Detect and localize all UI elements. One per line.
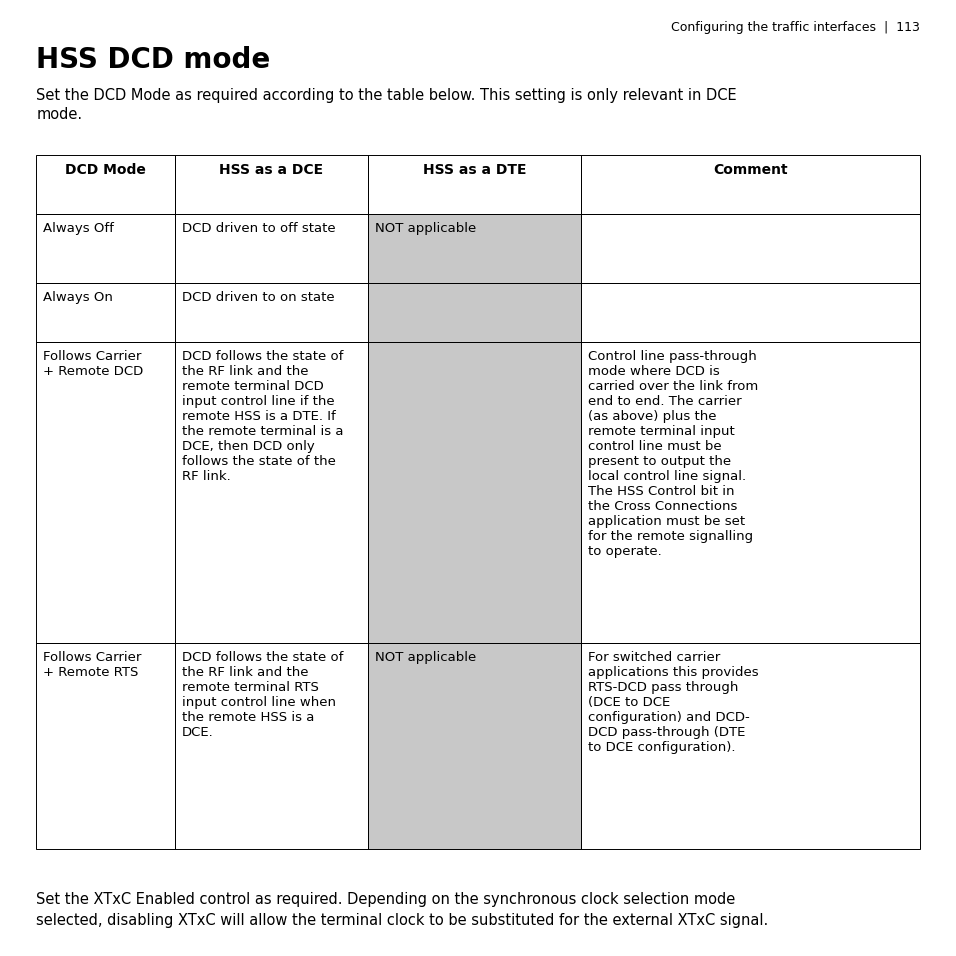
Text: DCD driven to on state: DCD driven to on state xyxy=(182,291,335,304)
Text: DCD Mode: DCD Mode xyxy=(65,163,146,177)
Text: DCD driven to off state: DCD driven to off state xyxy=(182,222,336,235)
Bar xyxy=(581,155,920,214)
Bar xyxy=(36,342,175,643)
Bar xyxy=(175,283,368,342)
Bar xyxy=(581,283,920,342)
Bar xyxy=(368,214,581,283)
Bar xyxy=(368,155,581,214)
Bar xyxy=(175,643,368,849)
Bar xyxy=(36,283,175,342)
Text: HSS as a DCE: HSS as a DCE xyxy=(220,163,323,177)
Text: Always On: Always On xyxy=(43,291,113,304)
Text: HSS as a DTE: HSS as a DTE xyxy=(423,163,527,177)
Text: Configuring the traffic interfaces  |  113: Configuring the traffic interfaces | 113 xyxy=(671,21,920,34)
Bar xyxy=(36,155,175,214)
Text: Set the XTxC Enabled control as required. Depending on the synchronous clock sel: Set the XTxC Enabled control as required… xyxy=(36,892,735,907)
Bar xyxy=(581,643,920,849)
Text: NOT applicable: NOT applicable xyxy=(375,222,476,235)
Text: DCD follows the state of
the RF link and the
remote terminal DCD
input control l: DCD follows the state of the RF link and… xyxy=(182,350,343,483)
Text: For switched carrier
applications this provides
RTS-DCD pass through
(DCE to DCE: For switched carrier applications this p… xyxy=(588,651,758,754)
Text: selected, disabling XTxC will allow the terminal clock to be substituted for the: selected, disabling XTxC will allow the … xyxy=(36,913,769,928)
Bar xyxy=(175,214,368,283)
Bar xyxy=(368,214,581,849)
Text: Control line pass-through
mode where DCD is
carried over the link from
end to en: Control line pass-through mode where DCD… xyxy=(588,350,758,558)
Text: Set the DCD Mode as required according to the table below. This setting is only : Set the DCD Mode as required according t… xyxy=(36,88,737,103)
Text: Follows Carrier
+ Remote RTS: Follows Carrier + Remote RTS xyxy=(43,651,141,679)
Text: DCD follows the state of
the RF link and the
remote terminal RTS
input control l: DCD follows the state of the RF link and… xyxy=(182,651,343,739)
Text: Always Off: Always Off xyxy=(43,222,114,235)
Bar xyxy=(36,643,175,849)
Text: Follows Carrier
+ Remote DCD: Follows Carrier + Remote DCD xyxy=(43,350,143,378)
Text: Comment: Comment xyxy=(713,163,788,177)
Bar xyxy=(581,342,920,643)
Text: HSS DCD mode: HSS DCD mode xyxy=(36,46,271,74)
Text: mode.: mode. xyxy=(36,107,82,122)
Text: NOT applicable: NOT applicable xyxy=(375,651,476,664)
Bar xyxy=(581,214,920,283)
Bar xyxy=(368,643,581,849)
Bar xyxy=(175,155,368,214)
Bar xyxy=(368,283,581,342)
Bar xyxy=(368,342,581,643)
Bar xyxy=(175,342,368,643)
Bar xyxy=(36,214,175,283)
